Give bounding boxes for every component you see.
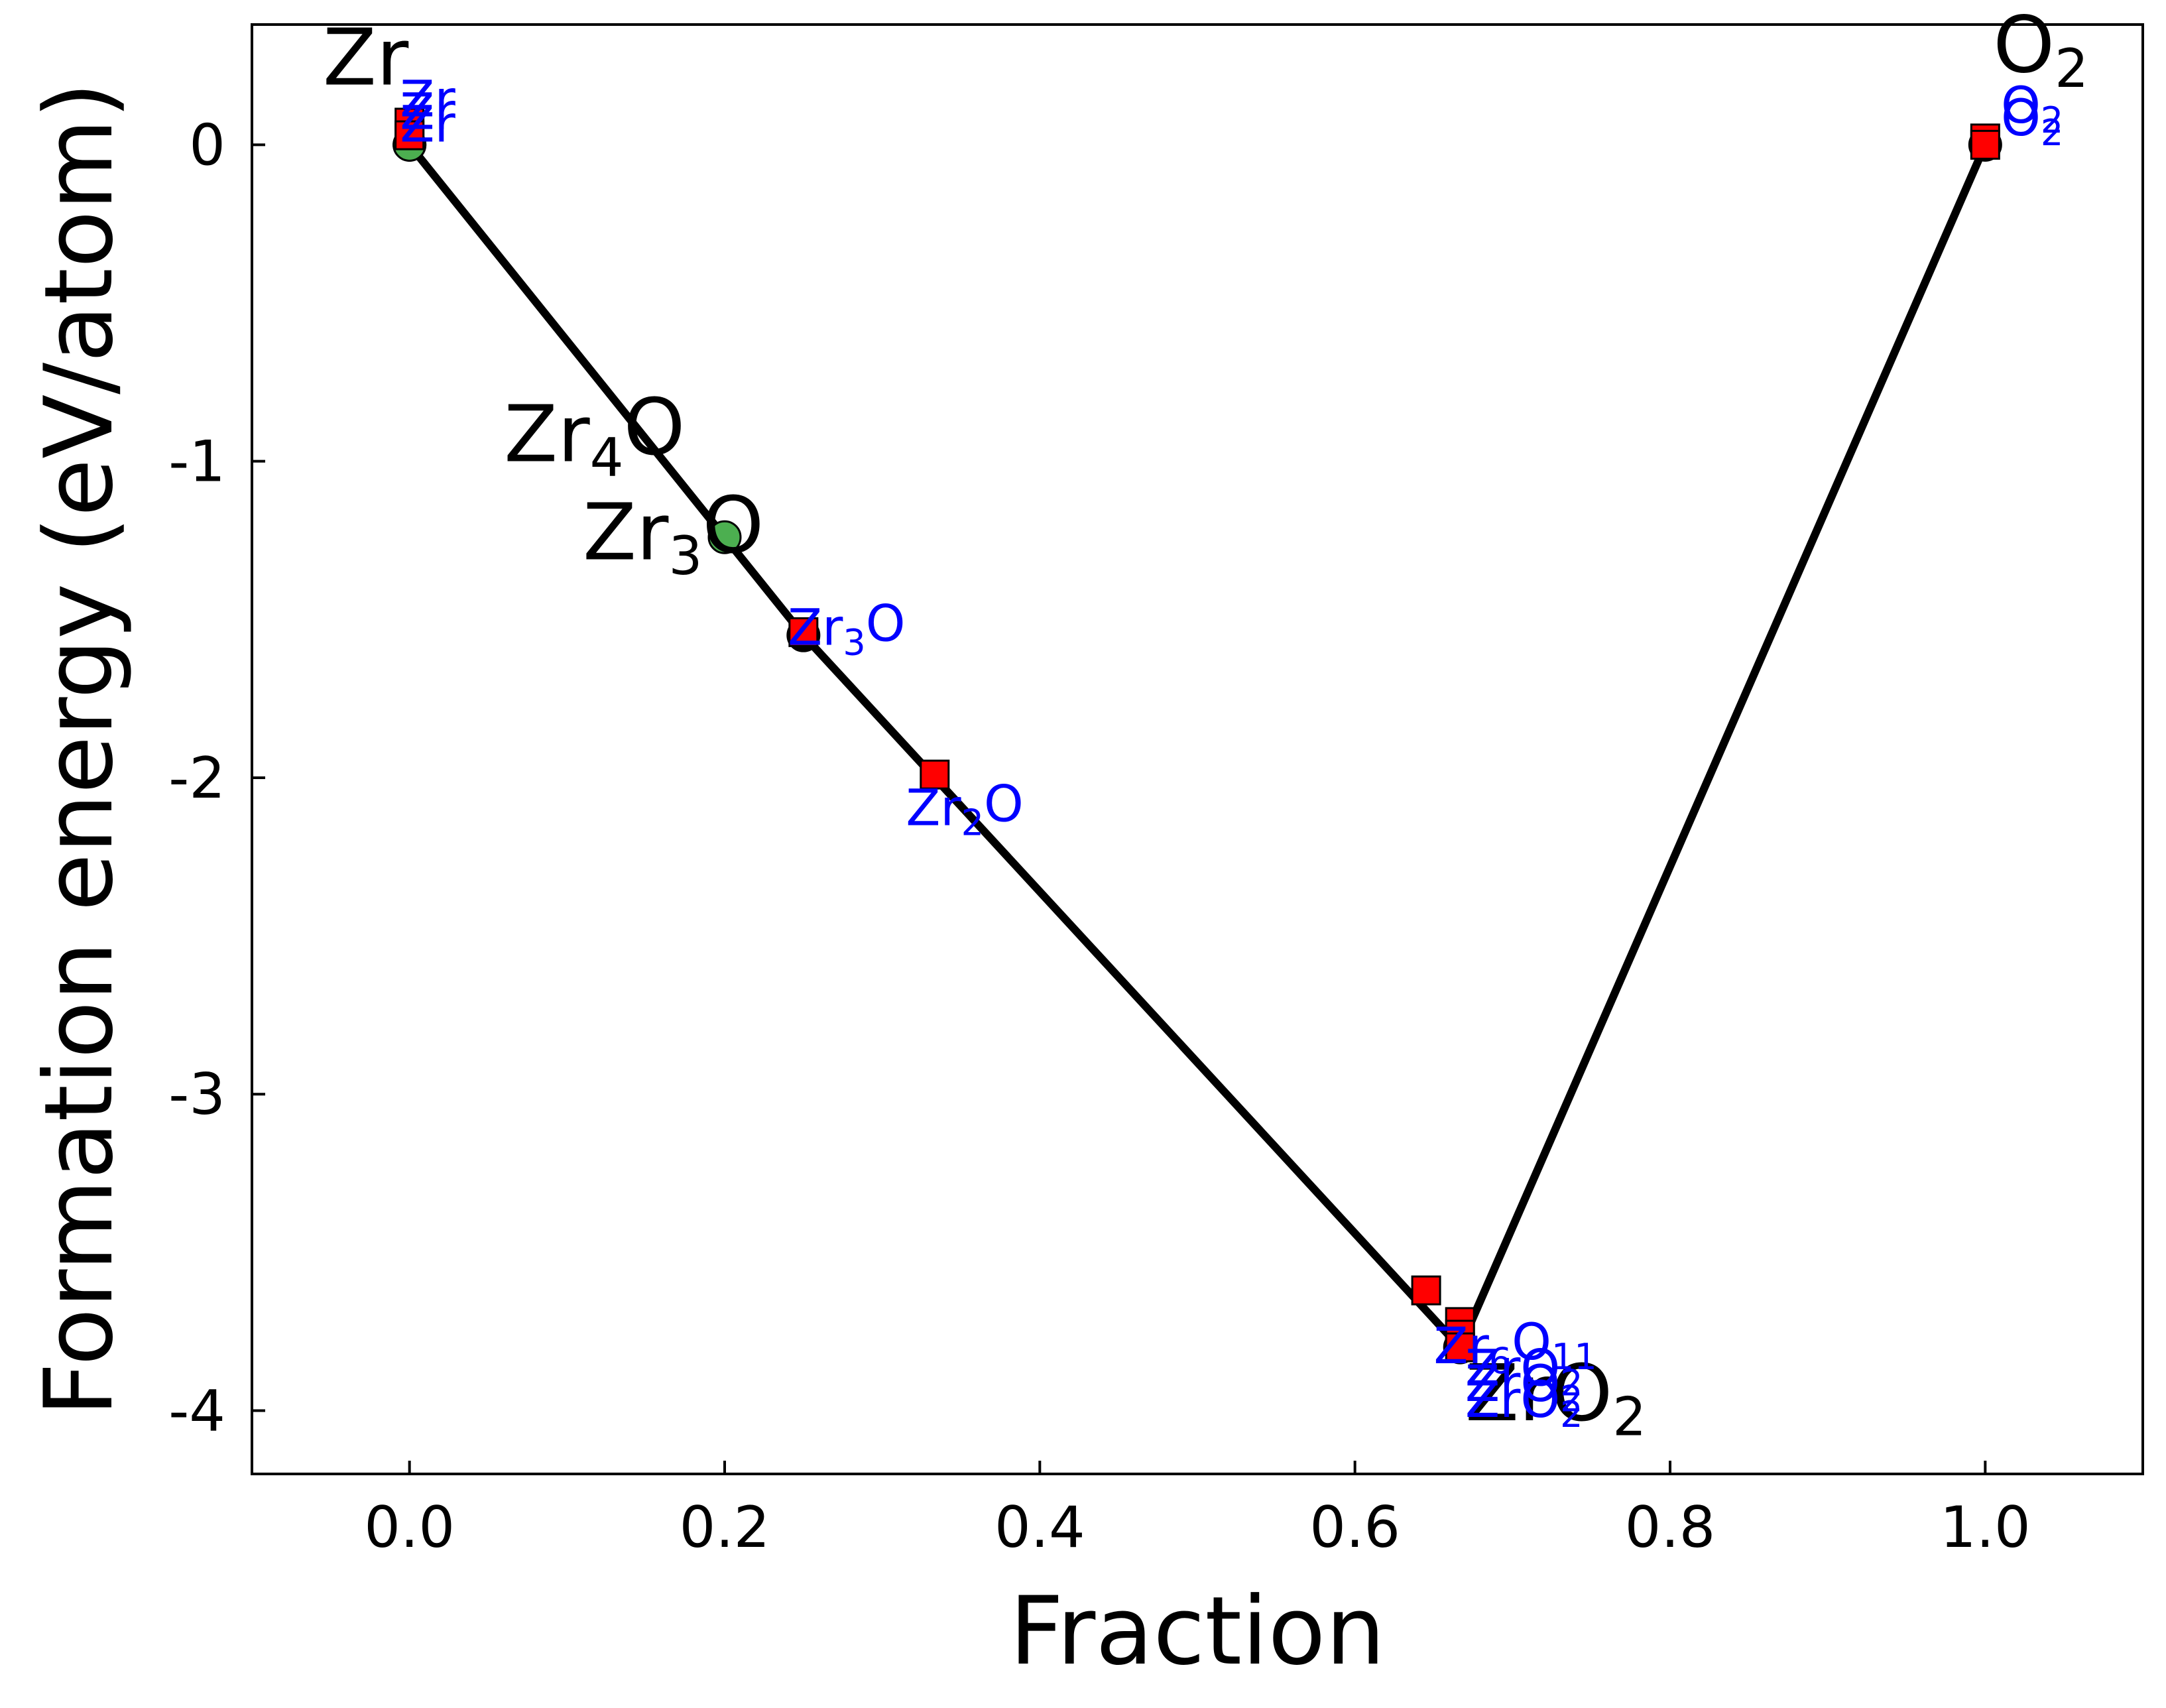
entry-label: Zr6O11 (1434, 1312, 1597, 1382)
y-tick-label: -2 (168, 745, 225, 812)
entry-label: ZrO2 (1465, 1354, 1583, 1420)
data-points (392, 107, 2002, 1365)
convex-hull (406, 142, 1989, 1352)
x-tick-label: 0.4 (994, 1494, 1085, 1561)
x-tick-label: 0.2 (680, 1494, 770, 1561)
composition-label: O2 (1993, 0, 2088, 99)
axis-ticks: 0.0 0.2 0.4 0.6 0.8 1.0 0 -1 -2 -3 -4 (168, 112, 2030, 1561)
y-tick-label: -1 (168, 429, 225, 495)
y-axis-title: Formation energy (eV/atom) (25, 82, 134, 1417)
entry-label: ZrO2 (1465, 1370, 1583, 1435)
x-tick-label: 0.0 (364, 1494, 455, 1561)
entry-label: O2 (2001, 88, 2063, 154)
entry-label: Zr2O (906, 774, 1024, 843)
red-point (394, 120, 425, 151)
entry-label: Zr (400, 82, 455, 141)
composition-label: ZrO2 (1465, 1347, 1646, 1447)
red-point (788, 617, 819, 647)
entry-label: O2 (2001, 76, 2063, 141)
x-tick-label: 0.8 (1625, 1494, 1716, 1561)
plot-area (251, 23, 2144, 1475)
entry-label: Zr3O (788, 593, 906, 663)
point-labels: ZrZr4OZr3OZrO2O2ZrZrZrZr3OZr2OZr6O11ZrO2… (323, 0, 2088, 1447)
composition-label: Zr3O (583, 479, 764, 587)
red-point (1445, 1332, 1475, 1363)
x-tick-label: 0.6 (1309, 1494, 1400, 1561)
entry-label: Zr (400, 69, 455, 128)
y-tick-label: -4 (168, 1378, 225, 1445)
red-point (920, 759, 950, 790)
composition-label: Zr (323, 12, 409, 103)
y-tick-label: -3 (168, 1062, 225, 1128)
red-point (1411, 1275, 1441, 1306)
entry-label: Zr (400, 95, 455, 154)
green-point (707, 520, 742, 554)
composition-label: Zr4O (504, 381, 685, 489)
x-tick-label: 1.0 (1940, 1494, 2031, 1561)
y-tick-label: 0 (189, 112, 225, 178)
entry-label: ZrO2 (1465, 1338, 1583, 1404)
hull-line (406, 142, 1989, 1352)
x-axis-title: Fraction (1010, 1577, 1386, 1686)
red-point (1970, 129, 2000, 160)
